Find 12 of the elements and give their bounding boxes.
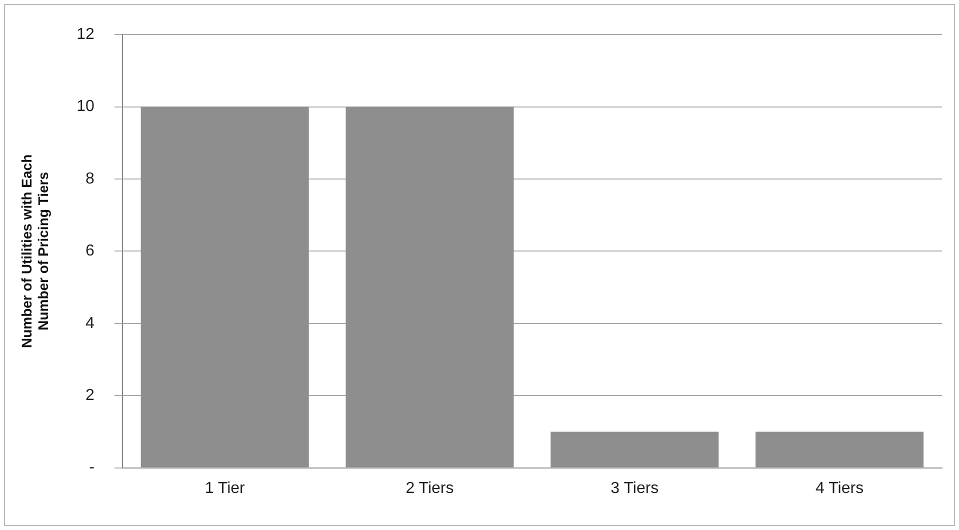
y-tick-label: - xyxy=(89,459,94,476)
y-tick-label: 4 xyxy=(85,314,94,332)
y-tick-label: 8 xyxy=(85,170,94,188)
y-tick-label: 10 xyxy=(76,98,94,116)
x-tick-label: 2 Tiers xyxy=(406,480,454,497)
x-tick-label: 1 Tier xyxy=(204,480,246,497)
x-tick-label: 4 Tiers xyxy=(816,480,864,497)
y-tick-label: 2 xyxy=(85,387,94,404)
y-axis-title: Number of Utilities with Each Number of Pricing Tiers xyxy=(18,154,52,348)
y-tick-label: 12 xyxy=(76,26,94,44)
y-tick-label: 6 xyxy=(85,242,94,260)
x-tick-label: 3 Tiers xyxy=(610,480,659,497)
